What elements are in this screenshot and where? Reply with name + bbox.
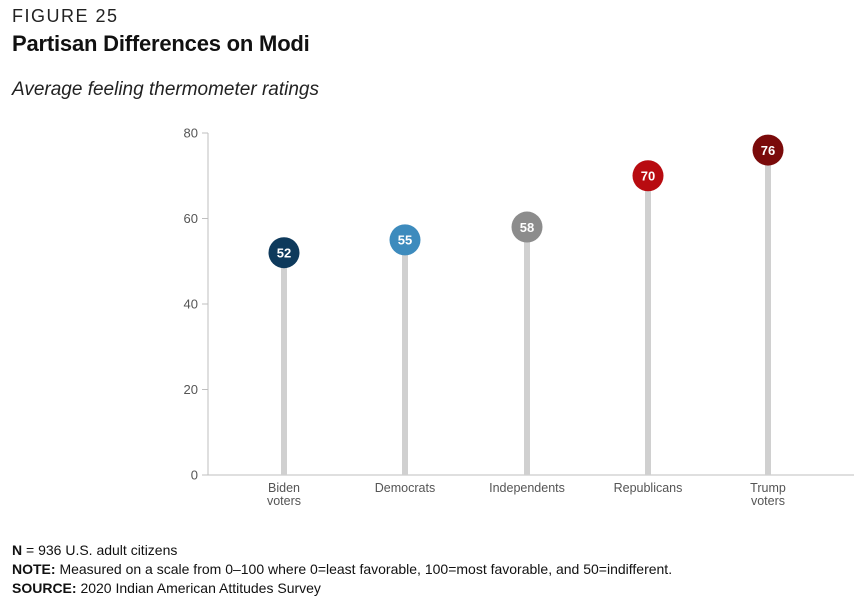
footnotes: N = 936 U.S. adult citizens NOTE: Measur… — [12, 541, 672, 598]
sample-size-note: N = 936 U.S. adult citizens — [12, 541, 672, 560]
data-label: 70 — [641, 169, 655, 184]
x-category-label-line: Trump — [750, 481, 786, 495]
y-tick-label: 60 — [184, 211, 198, 226]
plot-marks: 52 55 58 70 76 — [268, 134, 784, 475]
note-text: Measured on a scale from 0–100 where 0=l… — [55, 561, 673, 577]
x-category-label: Republicans — [614, 481, 683, 495]
y-tick-label: 40 — [184, 297, 198, 312]
y-axis: 0 20 40 60 80 — [184, 126, 209, 483]
data-label: 52 — [277, 246, 291, 261]
lollipop-stem — [765, 150, 771, 475]
x-category-label-line: Republicans — [614, 481, 683, 495]
x-category-label-line: Independents — [489, 481, 565, 495]
n-text: = 936 U.S. adult citizens — [22, 542, 178, 558]
x-category-label: Independents — [489, 481, 565, 495]
x-category-label-line: Democrats — [375, 481, 435, 495]
scale-note: NOTE: Measured on a scale from 0–100 whe… — [12, 560, 672, 579]
y-tick-label: 80 — [184, 126, 198, 141]
x-category-label: Biden voters — [267, 481, 301, 508]
lollipop-stem — [645, 175, 651, 475]
chart-title: Partisan Differences on Modi — [12, 31, 310, 56]
chart-subtitle: Average feeling thermometer ratings — [12, 79, 319, 100]
lollipop-stem — [402, 239, 408, 475]
y-tick-label: 0 — [191, 468, 198, 483]
x-category-label-line: voters — [267, 494, 301, 508]
n-label: N — [12, 542, 23, 558]
x-category-label: Democrats — [375, 481, 435, 495]
lollipop-dot — [511, 211, 543, 243]
lollipop-stem — [281, 252, 287, 475]
data-label: 55 — [398, 233, 412, 248]
note-label: NOTE: — [12, 561, 56, 577]
data-label: 76 — [761, 143, 775, 158]
data-label: 58 — [520, 220, 534, 235]
source-text: 2020 Indian American Attitudes Survey — [76, 580, 321, 596]
source-label: SOURCE: — [12, 580, 77, 596]
x-category-label-line: voters — [751, 494, 785, 508]
lollipop-dot — [752, 134, 784, 166]
lollipop-dot — [389, 224, 421, 256]
lollipop-dot — [268, 237, 300, 269]
y-tick-label: 20 — [184, 382, 198, 397]
lollipop-stem — [524, 227, 530, 475]
x-category-label-line: Biden — [268, 481, 300, 495]
x-category-label: Trump voters — [750, 481, 786, 508]
source-note: SOURCE: 2020 Indian American Attitudes S… — [12, 579, 672, 598]
lollipop-dot — [632, 160, 664, 192]
figure-label: FIGURE 25 — [12, 6, 119, 26]
